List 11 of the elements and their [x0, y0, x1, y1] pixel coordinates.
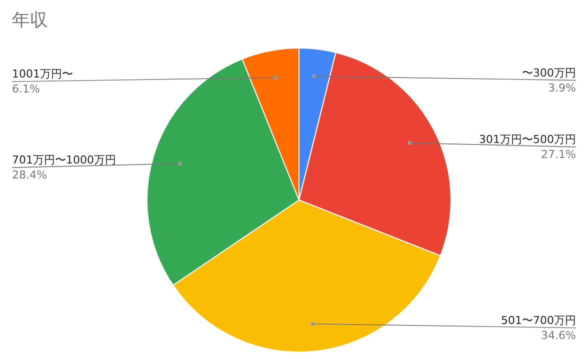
data-label: 34.6%	[541, 328, 576, 342]
data-label: 28.4%	[12, 168, 47, 182]
data-label: 27.1%	[541, 148, 576, 161]
data-label: 6.1%	[12, 82, 40, 96]
slice-label: 501〜700万円	[501, 314, 576, 327]
chart-title: 年収	[12, 9, 48, 32]
slice-label: 701万円〜1000万円	[12, 154, 116, 167]
slice-label: 301万円〜500万円	[479, 132, 576, 146]
data-label: 3.9%	[548, 81, 576, 94]
slice-label: 1001万円〜	[12, 68, 73, 81]
slice-label: 〜300万円	[522, 66, 576, 80]
